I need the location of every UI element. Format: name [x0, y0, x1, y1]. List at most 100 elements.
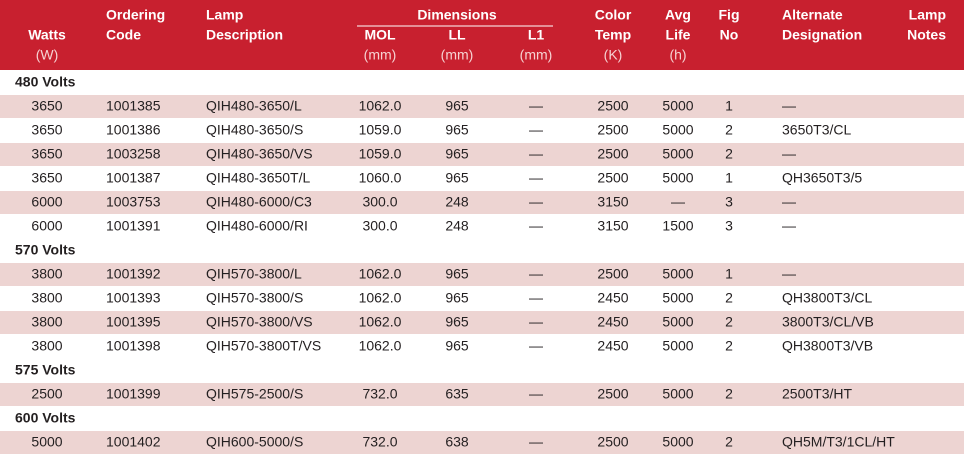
cell: —	[529, 98, 543, 114]
column-header: Fig	[719, 7, 740, 23]
cell: —	[529, 218, 543, 234]
cell: 1001402	[106, 434, 161, 450]
cell: 3800T3/CL/VB	[782, 314, 874, 330]
column-header: Color	[595, 7, 632, 23]
cell: 2	[725, 338, 733, 354]
cell: 965	[445, 170, 469, 186]
column-header: Lamp	[206, 7, 243, 23]
cell: —	[782, 218, 796, 234]
row-shade	[0, 95, 964, 118]
column-header: Notes	[907, 27, 946, 43]
cell: 3	[725, 194, 733, 210]
cell: —	[529, 122, 543, 138]
cell: —	[529, 170, 543, 186]
cell: —	[782, 98, 796, 114]
cell: —	[529, 434, 543, 450]
column-header: LL	[448, 27, 466, 43]
cell: 3	[725, 218, 733, 234]
row-shade	[0, 431, 964, 454]
cell: 1	[725, 98, 733, 114]
cell: QIH570-3800/L	[206, 266, 302, 282]
row-shade	[0, 311, 964, 334]
cell: —	[529, 266, 543, 282]
cell: QH3650T3/5	[782, 170, 862, 186]
column-header: L1	[528, 27, 545, 43]
group-label: 570 Volts	[15, 242, 76, 258]
cell: 965	[445, 122, 469, 138]
cell: 2	[725, 122, 733, 138]
cell: 1062.0	[359, 266, 402, 282]
cell: 635	[445, 386, 469, 402]
column-unit: (mm)	[441, 47, 474, 63]
cell: 1003753	[106, 194, 161, 210]
group-label: 575 Volts	[15, 362, 76, 378]
cell: 965	[445, 266, 469, 282]
cell: 3150	[597, 194, 628, 210]
row-shade	[0, 143, 964, 166]
cell: —	[529, 290, 543, 306]
cell: 2450	[597, 314, 628, 330]
cell: 1	[725, 170, 733, 186]
cell: 1003258	[106, 146, 161, 162]
cell: 1500	[662, 218, 693, 234]
dimensions-header: Dimensions	[417, 7, 497, 23]
cell: 1059.0	[359, 122, 402, 138]
cell: 248	[445, 218, 469, 234]
cell: 1060.0	[359, 170, 402, 186]
cell: 1001398	[106, 338, 161, 354]
cell: 1001392	[106, 266, 161, 282]
cell: 5000	[662, 98, 693, 114]
column-unit: (K)	[604, 47, 623, 63]
column-header: Alternate	[782, 7, 843, 23]
cell: 2	[725, 290, 733, 306]
cell: —	[782, 266, 796, 282]
cell: 1062.0	[359, 98, 402, 114]
cell: 1062.0	[359, 338, 402, 354]
cell: 3800	[31, 290, 62, 306]
cell: 1001385	[106, 98, 161, 114]
cell: 2500	[597, 122, 628, 138]
column-header: MOL	[364, 27, 396, 43]
cell: 5000	[662, 146, 693, 162]
column-header: Designation	[782, 27, 862, 43]
cell: 2500	[597, 434, 628, 450]
cell: 5000	[31, 434, 62, 450]
cell: —	[671, 194, 685, 210]
row-shade	[0, 383, 964, 406]
cell: 6000	[31, 218, 62, 234]
cell: 248	[445, 194, 469, 210]
cell: 2500	[31, 386, 62, 402]
cell: QIH600-5000/S	[206, 434, 303, 450]
cell: 5000	[662, 290, 693, 306]
cell: 732.0	[362, 386, 397, 402]
cell: 1001393	[106, 290, 161, 306]
cell: —	[529, 194, 543, 210]
column-header: Temp	[595, 27, 631, 43]
cell: QIH480-6000/C3	[206, 194, 312, 210]
cell: 5000	[662, 122, 693, 138]
cell: QIH570-3800T/VS	[206, 338, 321, 354]
column-unit: (mm)	[364, 47, 397, 63]
cell: 3650	[31, 146, 62, 162]
column-header: No	[720, 27, 739, 43]
cell: 2500	[597, 146, 628, 162]
cell: 5000	[662, 434, 693, 450]
cell: 3800	[31, 314, 62, 330]
cell: 3800	[31, 266, 62, 282]
cell: QIH575-2500/S	[206, 386, 303, 402]
cell: QH5M/T3/1CL/HT	[782, 434, 895, 450]
cell: —	[529, 314, 543, 330]
cell: QIH480-6000/RI	[206, 218, 308, 234]
cell: 3650T3/CL	[782, 122, 851, 138]
cell: 1059.0	[359, 146, 402, 162]
cell: 5000	[662, 314, 693, 330]
cell: 2	[725, 146, 733, 162]
cell: 3150	[597, 218, 628, 234]
cell: QH3800T3/VB	[782, 338, 873, 354]
cell: —	[529, 146, 543, 162]
cell: 2	[725, 386, 733, 402]
column-header: Ordering	[106, 7, 165, 23]
cell: 1062.0	[359, 290, 402, 306]
cell: 2450	[597, 338, 628, 354]
